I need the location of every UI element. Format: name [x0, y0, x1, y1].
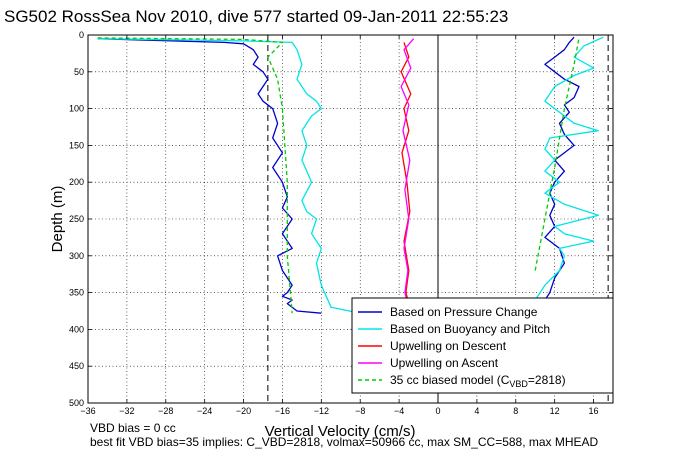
x-tick-label: −36 [80, 406, 95, 416]
y-tick-label: 300 [69, 251, 84, 261]
grid [88, 35, 613, 403]
series-2-branch-0 [400, 42, 412, 312]
series-0-branch-1 [539, 36, 580, 308]
y-axis-label: Depth (m) [49, 186, 66, 253]
x-tick-label: 16 [589, 406, 599, 416]
x-tick-label: 0 [435, 406, 440, 416]
x-tick-label: 12 [550, 406, 560, 416]
y-tick-label: 100 [69, 104, 84, 114]
x-axis-label: Vertical Velocity (cm/s) [265, 423, 416, 440]
x-tick-label: −20 [236, 406, 251, 416]
x-tick-label: −28 [158, 406, 173, 416]
y-tick-label: 150 [69, 140, 84, 150]
x-tick-label: −4 [394, 406, 404, 416]
x-tick-label: 4 [474, 406, 479, 416]
y-tick-label: 50 [74, 67, 84, 77]
y-ticks: 0 50 100 150 200 250 300 350 400 450 500 [69, 30, 613, 408]
y-tick-label: 250 [69, 214, 84, 224]
legend-model-prefix: 35 cc biased model (C [390, 373, 510, 387]
legend: Based on Pressure Change Based on Buoyan… [351, 297, 614, 394]
legend-entry-ascent: Upwelling on Ascent [390, 356, 499, 370]
y-tick-label: 350 [69, 288, 84, 298]
legend-entry-pressure: Based on Pressure Change [390, 305, 538, 319]
y-tick-label: 200 [69, 177, 84, 187]
x-tick-label: 8 [513, 406, 518, 416]
x-tick-label: −32 [119, 406, 134, 416]
series-1-branch-1 [534, 36, 604, 301]
best-fit-note: best fit VBD bias=35 implies: C_VBD=2818… [90, 435, 599, 449]
chart-title: SG502 RossSea Nov 2010, dive 577 started… [4, 7, 508, 26]
x-tick-label: −24 [197, 406, 212, 416]
x-tick-label: −12 [314, 406, 329, 416]
x-ticks: −36 −32 −28 −24 −20 −16 −12 −8 −4 0 4 8 12 16 [80, 35, 599, 416]
series-1-branch-0 [97, 38, 361, 314]
series-3-branch-0 [400, 38, 415, 314]
legend-entry-model: 35 cc biased model (CVBD=2818) [390, 373, 566, 389]
legend-model-sub: VBD [509, 379, 528, 389]
y-tick-label: 0 [79, 30, 84, 40]
y-tick-label: 400 [69, 324, 84, 334]
legend-entry-buoyancy: Based on Buoyancy and Pitch [390, 322, 550, 336]
y-tick-label: 500 [69, 398, 84, 408]
legend-entry-descent: Upwelling on Descent [390, 339, 507, 353]
y-tick-label: 450 [69, 361, 84, 371]
x-tick-label: −16 [275, 406, 290, 416]
vbd-bias-note: VBD bias = 0 cc [90, 421, 176, 435]
x-tick-label: −8 [355, 406, 365, 416]
legend-box [351, 297, 614, 394]
series-0-branch-0 [97, 38, 322, 314]
series-layer [97, 36, 604, 314]
legend-model-suffix: =2818) [528, 373, 566, 387]
series-4-branch-1 [534, 37, 580, 271]
